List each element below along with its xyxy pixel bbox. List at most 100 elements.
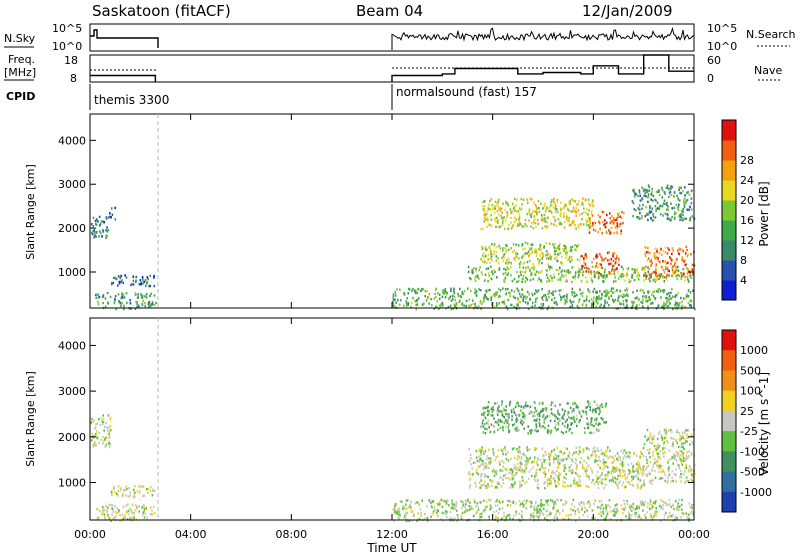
heatmap-cell <box>604 222 606 226</box>
heatmap-cell <box>614 276 616 279</box>
heatmap-cell <box>503 227 506 231</box>
heatmap-cell <box>105 444 107 448</box>
heatmap-cell <box>534 292 536 295</box>
heatmap-cell <box>498 302 501 305</box>
heatmap-cell <box>538 248 540 251</box>
heatmap-cell <box>664 436 667 439</box>
heatmap-cell <box>436 514 439 517</box>
heatmap-cell <box>650 258 653 261</box>
heatmap-cell <box>667 503 670 507</box>
heatmap-cell <box>483 423 486 426</box>
heatmap-cell <box>503 474 505 477</box>
heatmap-cell <box>435 295 437 299</box>
heatmap-cell <box>626 304 628 307</box>
heatmap-cell <box>131 516 134 519</box>
heatmap-cell <box>462 501 465 505</box>
colorbar-tick-label: 24 <box>740 174 754 187</box>
heatmap-cell <box>650 482 653 485</box>
heatmap-cell <box>579 223 582 226</box>
heatmap-cell <box>109 416 112 420</box>
heatmap-cell <box>535 205 538 208</box>
heatmap-cell <box>114 504 116 508</box>
heatmap-cell <box>613 232 616 235</box>
heatmap-cell <box>655 464 658 467</box>
heatmap-cell <box>150 292 152 296</box>
heatmap-cell <box>573 479 576 482</box>
heatmap-cell <box>688 517 690 520</box>
heatmap-cell <box>519 461 522 464</box>
heatmap-cell <box>537 483 539 486</box>
heatmap-cell <box>670 480 673 483</box>
heatmap-cell <box>535 250 538 253</box>
heatmap-cell <box>450 287 452 290</box>
heatmap-cell <box>149 284 152 288</box>
heatmap-cell <box>572 415 575 419</box>
heatmap-cell <box>616 267 618 270</box>
heatmap-cell <box>685 454 688 457</box>
heatmap-cell <box>681 508 683 511</box>
heatmap-cell <box>531 211 533 215</box>
heatmap-cell <box>526 463 528 466</box>
heatmap-cell <box>114 206 116 210</box>
heatmap-cell <box>538 262 540 265</box>
heatmap-cell <box>549 461 551 465</box>
heatmap-cell <box>510 221 512 224</box>
nave-tick-top: 60 <box>707 54 721 67</box>
heatmap-cell <box>554 204 557 207</box>
heatmap-cell <box>568 216 571 220</box>
heatmap-cell <box>489 208 491 211</box>
heatmap-cell <box>649 441 652 444</box>
heatmap-cell <box>541 461 543 465</box>
heatmap-cell <box>480 245 483 249</box>
heatmap-cell <box>563 221 566 224</box>
heatmap-cell <box>632 502 635 506</box>
heatmap-cell <box>517 244 520 247</box>
heatmap-cell <box>604 299 606 302</box>
heatmap-cell <box>665 430 668 434</box>
heatmap-cell <box>424 295 426 298</box>
heatmap-cell <box>524 297 527 300</box>
heatmap-cell <box>654 268 657 271</box>
heatmap-cell <box>511 415 513 418</box>
heatmap-cell <box>681 512 683 515</box>
heatmap-cell <box>507 419 510 422</box>
heatmap-cell <box>557 246 560 249</box>
heatmap-cell <box>495 472 498 475</box>
heatmap-cell <box>549 265 552 268</box>
heatmap-cell <box>536 463 539 467</box>
heatmap-cell <box>511 483 514 487</box>
heatmap-cell <box>623 472 626 476</box>
heatmap-cell <box>590 212 593 215</box>
heatmap-cell <box>685 266 688 270</box>
heatmap-cell <box>513 257 515 260</box>
heatmap-cell <box>560 498 562 502</box>
heatmap-cell <box>149 489 152 492</box>
heatmap-cell <box>572 219 574 223</box>
heatmap-cell <box>620 265 623 269</box>
heatmap-cell <box>560 261 562 264</box>
heatmap-cell <box>655 272 657 275</box>
heatmap-cell <box>644 191 647 195</box>
heatmap-cell <box>485 267 488 271</box>
heatmap-cell <box>605 402 607 405</box>
heatmap-cell <box>652 437 655 440</box>
heatmap-cell <box>587 475 590 478</box>
heatmap-cell <box>661 253 663 257</box>
heatmap-cell <box>515 413 517 417</box>
heatmap-cell <box>117 293 120 296</box>
heatmap-cell <box>540 502 542 505</box>
heatmap-cell <box>447 305 450 309</box>
heatmap-cell <box>618 257 620 260</box>
heatmap-cell <box>421 499 424 502</box>
heatmap-cell <box>621 273 623 277</box>
heatmap-cell <box>538 277 540 280</box>
heatmap-cell <box>505 215 508 219</box>
heatmap-cell <box>641 266 643 269</box>
heatmap-cell <box>515 429 517 432</box>
heatmap-cell <box>499 209 502 212</box>
heatmap-cell <box>528 208 531 211</box>
heatmap-cell <box>575 459 578 462</box>
heatmap-cell <box>568 429 571 432</box>
heatmap-cell <box>428 296 430 299</box>
heatmap-cell <box>542 252 544 255</box>
